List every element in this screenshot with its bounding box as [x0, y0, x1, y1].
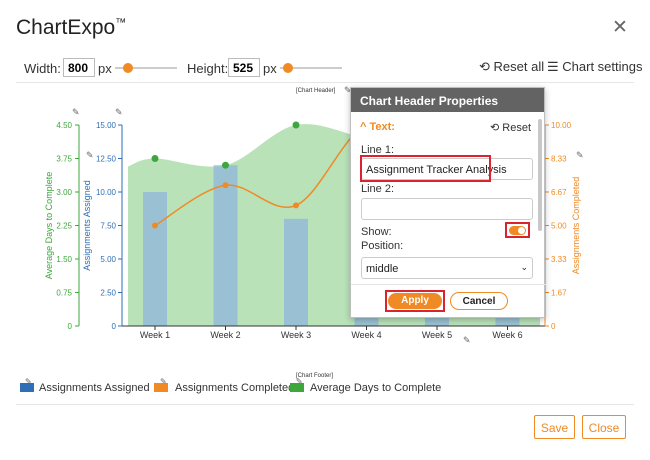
axis-title-right: Assignments Completed: [571, 177, 581, 275]
chevron-down-icon: ⌄: [520, 262, 528, 272]
axis-tick-label-left2: 7.50: [100, 222, 116, 231]
x-tick-label: Week 4: [351, 330, 381, 340]
legend-swatch-completed[interactable]: [154, 383, 168, 392]
axis-tick-label-right: 3.33: [551, 255, 567, 264]
reset-icon: ⟲: [479, 59, 490, 74]
x-tick-label: Week 6: [492, 330, 522, 340]
axis-tick-label-right: 10.00: [551, 121, 572, 130]
height-slider[interactable]: [280, 67, 342, 69]
x-tick-label: Week 5: [422, 330, 452, 340]
x-tick-label: Week 3: [281, 330, 311, 340]
panel-reset-button[interactable]: ⟲ Reset: [490, 122, 532, 134]
width-slider[interactable]: [115, 67, 177, 69]
panel-divider: [351, 284, 546, 285]
bar-assigned-2: [213, 165, 238, 326]
position-label: Position:: [361, 240, 404, 252]
highlight-box: [360, 155, 491, 182]
x-tick-label: Week 2: [210, 330, 240, 340]
chart-footer-tag[interactable]: [Chart Footer]: [296, 373, 334, 379]
pencil-icon[interactable]: ✎: [463, 335, 471, 345]
position-select[interactable]: middle ⌄: [361, 257, 533, 279]
point-avg-days-1: [151, 155, 159, 162]
bar-assigned-1: [143, 192, 167, 326]
chevron-up-icon: ^: [360, 121, 367, 133]
pencil-icon[interactable]: ✎: [115, 107, 123, 117]
panel-scrollbar[interactable]: [538, 119, 542, 231]
chart-settings-button[interactable]: ☰ Chart settings: [547, 59, 643, 74]
close-icon[interactable]: ✕: [612, 17, 628, 38]
axis-tick-label-left1: 3.00: [56, 188, 72, 197]
line2-label: Line 2:: [361, 183, 395, 195]
reset-all-button[interactable]: ⟲ Reset all: [479, 59, 545, 74]
pencil-icon[interactable]: ✎: [72, 107, 80, 117]
axis-tick-label-left2: 10.00: [96, 188, 117, 197]
point-completed-2: [222, 182, 229, 189]
settings-sliders-icon: ☰: [547, 59, 559, 74]
axis-tick-label-right: 8.33: [551, 155, 567, 164]
pencil-icon[interactable]: ✎: [344, 85, 352, 95]
width-slider-knob[interactable]: [123, 63, 133, 73]
toggle-knob: [518, 227, 525, 234]
pencil-icon[interactable]: ✎: [160, 377, 167, 386]
pencil-icon[interactable]: ✎: [576, 150, 584, 160]
panel-title: Chart Header Properties: [351, 88, 544, 112]
chart-header-properties-panel: Chart Header Properties ^ Text: ⟲ Reset …: [350, 87, 546, 318]
point-avg-days-2: [222, 161, 229, 169]
line2-input[interactable]: [361, 198, 533, 220]
reset-icon: ⟲: [490, 122, 500, 134]
text-section-toggle[interactable]: ^ Text:: [360, 121, 395, 133]
x-tick-label: Week 1: [140, 330, 170, 340]
width-unit: px: [98, 61, 112, 76]
legend-label-avg-days[interactable]: Average Days to Complete: [310, 382, 442, 394]
bottom-divider: [16, 404, 634, 405]
app-title: ChartExpo™: [16, 16, 127, 39]
close-button[interactable]: Close: [582, 415, 626, 439]
line1-label: Line 1:: [361, 144, 395, 156]
height-label: Height:: [187, 61, 229, 76]
save-button[interactable]: Save: [534, 415, 575, 439]
apply-button[interactable]: Apply: [388, 293, 442, 309]
legend-label-completed[interactable]: Assignments Completed: [175, 382, 295, 394]
point-avg-days-3: [292, 121, 300, 129]
axis-tick-label-left1: 4.50: [56, 121, 72, 130]
highlight-box: [505, 222, 530, 238]
legend-swatch-assigned[interactable]: [20, 383, 34, 392]
show-label: Show:: [361, 226, 392, 238]
pencil-icon[interactable]: ✎: [86, 150, 94, 160]
axis-title-left1: Average Days to Complete: [44, 172, 54, 279]
axis-tick-label-right: 1.67: [551, 289, 567, 298]
top-divider: [16, 82, 634, 83]
bar-assigned-3: [284, 218, 308, 326]
axis-tick-label-right: 5.00: [551, 222, 567, 231]
axis-tick-label-left2: 2.50: [100, 289, 116, 298]
chart-header-tag[interactable]: [Chart Header]: [296, 88, 336, 94]
legend-label-assigned[interactable]: Assignments Assigned: [39, 382, 150, 394]
axis-tick-label-right: 0: [551, 322, 556, 331]
width-input[interactable]: [63, 58, 95, 77]
axis-tick-label-left2: 0: [112, 322, 117, 331]
point-completed-3: [293, 202, 299, 209]
height-unit: px: [263, 61, 277, 76]
width-label: Width:: [24, 61, 61, 76]
pencil-icon[interactable]: ✎: [296, 377, 303, 386]
axis-tick-label-left2: 15.00: [96, 121, 117, 130]
legend-swatch-avg-days[interactable]: [290, 383, 304, 392]
axis-tick-label-left1: 3.75: [56, 155, 72, 164]
axis-tick-label-left1: 1.50: [56, 255, 72, 264]
height-input[interactable]: [228, 58, 260, 77]
axis-tick-label-left1: 0: [68, 322, 73, 331]
highlight-box: [385, 290, 445, 312]
axis-tick-label-left2: 5.00: [100, 255, 116, 264]
axis-tick-label-left1: 0.75: [56, 289, 72, 298]
pencil-icon[interactable]: ✎: [25, 377, 32, 386]
axis-tick-label-left2: 12.50: [96, 155, 117, 164]
cancel-button[interactable]: Cancel: [450, 292, 508, 310]
axis-tick-label-right: 6.67: [551, 188, 567, 197]
axis-tick-label-left1: 2.25: [56, 222, 72, 231]
point-completed-1: [152, 222, 158, 229]
axis-title-left2: Assignments Assigned: [82, 180, 92, 271]
height-slider-knob[interactable]: [283, 63, 293, 73]
show-toggle[interactable]: [509, 226, 526, 235]
